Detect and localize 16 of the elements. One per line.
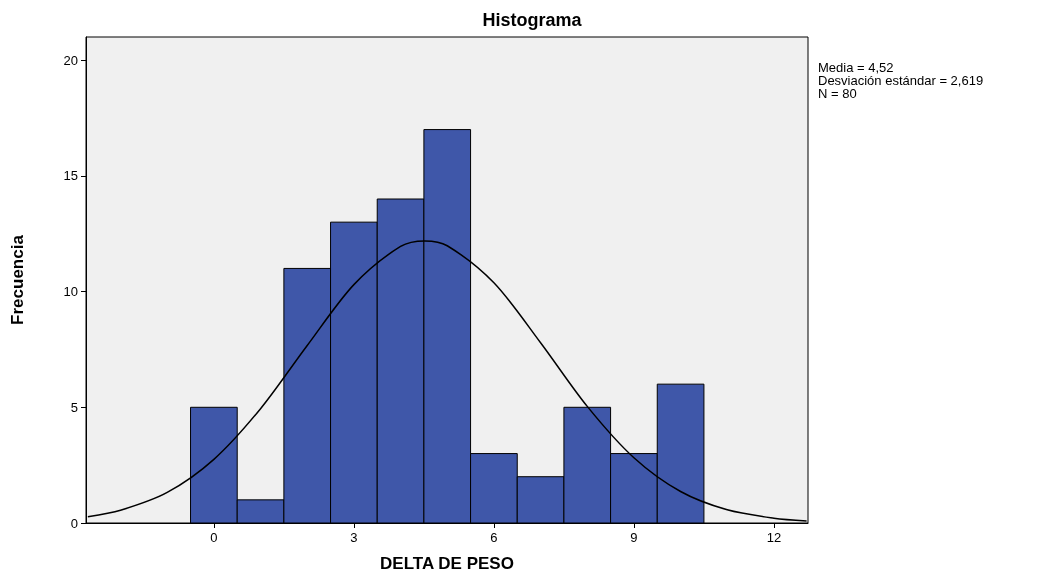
text: N = 80 <box>818 86 857 101</box>
x-tick-label: 9 <box>630 530 638 545</box>
x-tick-label: 3 <box>350 530 358 545</box>
chart-title: Histograma <box>482 10 583 30</box>
y-tick-label: 5 <box>70 399 78 415</box>
y-axis-title: Frecuencia <box>8 234 27 325</box>
x-tick-label: 0 <box>210 530 218 545</box>
text: Media = 4,52 <box>818 60 894 75</box>
x-tick-label: 12 <box>766 530 782 545</box>
y-tick-label: 0 <box>70 515 78 531</box>
x-axis-title: DELTA DE PESO <box>380 554 514 573</box>
y-tick-label: 20 <box>63 52 78 68</box>
y-tick-label: 10 <box>63 284 78 300</box>
y-tick-label: 15 <box>63 168 78 184</box>
x-tick-label: 6 <box>490 530 498 545</box>
text: Desviación estándar = 2,619 <box>818 73 984 88</box>
